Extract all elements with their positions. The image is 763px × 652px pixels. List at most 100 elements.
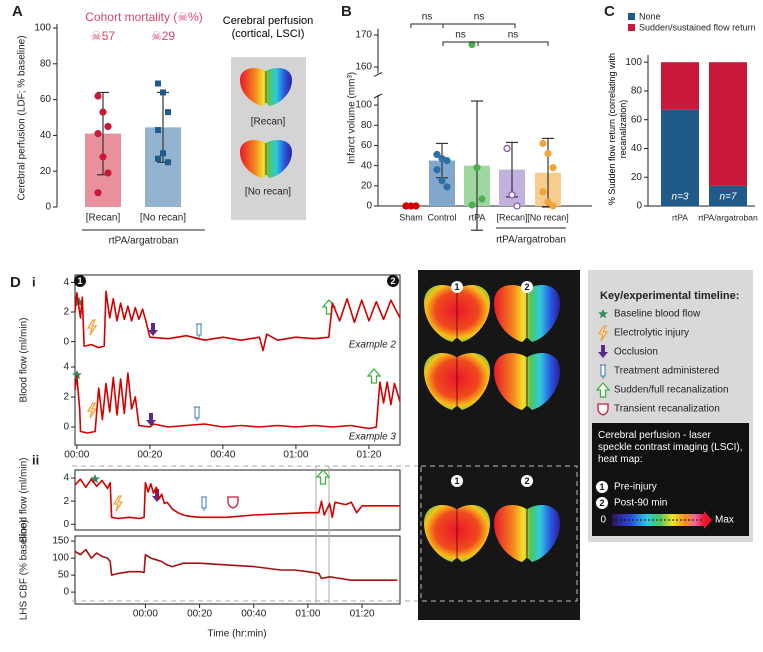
icon-star	[90, 474, 100, 484]
trace	[74, 478, 400, 520]
colorbar-arrow	[704, 511, 712, 529]
trace-annotation: Example 2	[349, 340, 397, 351]
y-tick-label: 20	[631, 172, 643, 183]
data-point	[544, 198, 552, 206]
stage-marker	[74, 275, 86, 287]
y-tick-label: 40	[631, 143, 643, 154]
arrow	[598, 345, 608, 358]
icon-star	[74, 297, 84, 307]
x-tick-label: 00:40	[210, 450, 235, 461]
brain-image	[494, 352, 560, 410]
y-tick-label: 100	[52, 553, 69, 564]
chart-title: Cohort mortality (☠%)	[85, 10, 202, 24]
icon-syringe	[201, 496, 207, 511]
y-tick-label: 0	[63, 422, 69, 433]
icon-syringe	[196, 323, 202, 338]
y-tick-label: 0	[366, 201, 372, 212]
icon-shield	[227, 496, 239, 509]
colorbar-min: 0	[600, 515, 606, 526]
y-tick-label: 80	[631, 86, 643, 97]
y-tick-label: 0	[45, 202, 51, 213]
key-item: Electrolytic injury	[614, 328, 689, 339]
stage-number: 1	[77, 276, 82, 286]
arrow	[595, 382, 611, 398]
bar-segment	[661, 62, 699, 110]
legend-swatch	[628, 24, 635, 31]
subpanel-label: ii	[32, 452, 39, 467]
y-tick-label: 100	[625, 57, 642, 68]
data-point	[160, 89, 166, 96]
x-tick-label: 00:40	[241, 609, 266, 620]
icon-star	[72, 370, 82, 380]
brain-image	[424, 504, 490, 562]
group-label: rtPA/argatroban	[496, 235, 566, 246]
data-point	[104, 169, 112, 177]
bar-segment	[661, 109, 699, 206]
icon-occl	[146, 413, 156, 426]
y-tick-label: 160	[355, 62, 372, 73]
stage-marker	[596, 481, 608, 493]
stage-number: 2	[524, 282, 529, 292]
colorbar-max: Max	[715, 515, 734, 526]
stage-number: 1	[599, 482, 604, 492]
icon-syringe	[194, 406, 200, 421]
shield	[227, 496, 239, 509]
y-tick-label: 150	[52, 536, 69, 547]
brain-image	[494, 504, 560, 562]
bar-segment	[709, 185, 747, 206]
data-point	[402, 202, 410, 210]
inset-label: [No recan]	[245, 187, 291, 198]
y-tick-label: 60	[631, 114, 643, 125]
syringe	[194, 406, 200, 419]
key-item: Transient recanalization	[614, 404, 720, 415]
significance-label: ns	[455, 30, 466, 41]
data-point	[155, 80, 161, 87]
syringe	[600, 364, 606, 377]
brain-image	[424, 284, 490, 342]
x-tick-label: rtPA	[672, 212, 688, 222]
brain-image	[240, 67, 292, 106]
trace-annotation: Example 3	[349, 432, 397, 443]
key-item: Baseline blood flow	[614, 309, 701, 320]
data-point	[94, 189, 102, 197]
stage-marker	[387, 275, 399, 287]
axis-title: Blood flow (ml/min)	[19, 317, 30, 402]
key-title: Key/experimental timeline:	[600, 290, 739, 302]
y-tick-label: 0	[63, 336, 69, 347]
axis-title: Cerebral perfusion (LDF; % baseline)	[17, 35, 28, 200]
x-tick-label: [Recan]	[496, 212, 527, 222]
significance-label: ns	[508, 30, 519, 41]
data-point	[99, 153, 107, 161]
key-item: Occlusion	[614, 347, 658, 358]
y-tick-label: 4	[63, 277, 69, 288]
bolt	[86, 402, 98, 419]
y-tick-label: 40	[40, 130, 52, 141]
icon-recan	[315, 469, 331, 485]
x-tick-label: rtPA	[469, 212, 486, 222]
subpanel-label: i	[32, 274, 36, 289]
x-tick-label: [No recan]	[140, 213, 186, 224]
brain-image	[494, 284, 560, 342]
significance-bracket	[410, 23, 444, 28]
arrow	[148, 323, 158, 336]
x-tick-label: 01:20	[350, 609, 375, 620]
data-point	[544, 149, 552, 158]
data-point	[94, 130, 102, 138]
group-label: rtPA/argatroban	[109, 236, 179, 247]
y-tick-label: 0	[636, 201, 642, 212]
icon-bolt	[86, 402, 98, 419]
significance-bracket	[442, 23, 516, 28]
y-tick-label: 20	[361, 180, 373, 191]
y-tick-label: 100	[34, 23, 51, 34]
icon-shield	[597, 403, 609, 416]
syringe	[196, 323, 202, 336]
data-point	[503, 144, 511, 153]
y-tick-label: 20	[40, 166, 52, 177]
data-point	[165, 159, 171, 166]
y-tick-label: 50	[58, 570, 70, 581]
panel-label: B	[341, 3, 352, 20]
data-point	[539, 139, 547, 148]
y-tick-label: 0	[63, 587, 69, 598]
y-tick-label: 80	[40, 58, 52, 69]
legend-label: None	[639, 11, 661, 21]
